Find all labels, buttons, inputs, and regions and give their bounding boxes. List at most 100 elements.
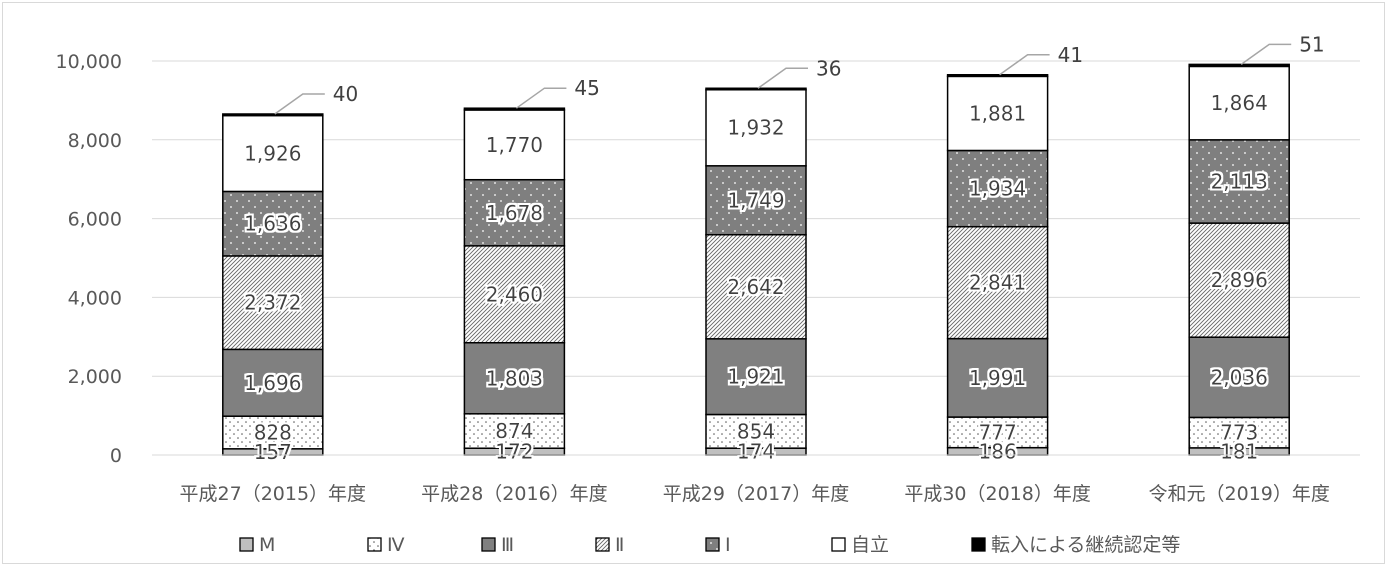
data-label: 186	[979, 439, 1017, 463]
legend: M Ⅳ Ⅲ Ⅱ Ⅰ 自立 転入による継続認定等	[239, 534, 1180, 556]
x-tick-label: 令和元（2019）年度	[1149, 483, 1330, 505]
bar-segment	[705, 88, 807, 167]
legend-label: 転入による継続認定等	[991, 534, 1180, 556]
data-label: 2,642	[727, 275, 784, 299]
legend-swatch	[705, 537, 720, 552]
y-tick-label: 8,000	[68, 130, 122, 152]
axes: 0 2,000 4,000 6,000 8,000 10,000 平成27（2015）年度 平…	[56, 51, 1360, 505]
bar-segment	[463, 178, 566, 247]
data-label: 1,991	[969, 366, 1026, 390]
data-label: 1,864	[1211, 91, 1268, 115]
bar-segment	[1188, 139, 1290, 224]
bars	[222, 63, 1290, 456]
data-label: 2,460	[486, 282, 543, 306]
data-label: 777	[979, 420, 1017, 444]
legend-swatch	[595, 537, 610, 552]
x-tick-label: 平成29（2017）年度	[663, 483, 850, 505]
bar-segment	[705, 338, 807, 416]
data-label: 1,678	[486, 201, 543, 225]
bar-segment	[946, 74, 1049, 78]
x-tick-label: 平成28（2016）年度	[421, 483, 608, 505]
bar-segment	[463, 245, 566, 344]
bar-segment	[222, 113, 324, 117]
legend-label: M	[259, 534, 275, 556]
data-label: 36	[816, 56, 841, 80]
legend-swatch	[367, 537, 382, 552]
data-label: 51	[1299, 32, 1324, 56]
bar-segment	[463, 413, 566, 449]
bar-segment	[1188, 336, 1290, 419]
data-label: 773	[1220, 421, 1258, 445]
y-tick-label: 4,000	[68, 287, 122, 309]
y-tick-label: 10,000	[56, 51, 122, 73]
legend-swatch	[239, 537, 254, 552]
legend-label: Ⅰ	[725, 534, 731, 556]
y-tick-label: 2,000	[68, 366, 122, 388]
bar-segment	[705, 413, 807, 449]
data-label: 2,372	[244, 291, 301, 315]
leader-line	[515, 87, 567, 109]
bar-segment	[222, 190, 324, 257]
data-label: 874	[495, 419, 533, 443]
bar-segment	[946, 416, 1049, 449]
data-label: 1,926	[244, 142, 301, 166]
data-label: 2,036	[1211, 365, 1268, 389]
bar-segment	[463, 341, 566, 415]
data-label: 1,770	[486, 133, 543, 157]
data-label: 2,896	[1211, 268, 1268, 292]
data-label: 1,881	[969, 101, 1026, 125]
bar-segment	[946, 75, 1049, 152]
bar-segment	[946, 149, 1049, 228]
legend-label: Ⅳ	[387, 534, 405, 556]
leader-line	[274, 93, 325, 115]
data-label: 1,636	[244, 212, 301, 236]
legend-swatch	[831, 537, 846, 552]
data-label: 2,841	[969, 271, 1026, 295]
x-tick-label: 平成30（2018）年度	[904, 483, 1091, 505]
data-label: 2,113	[1211, 169, 1268, 193]
data-label: 181	[1220, 439, 1258, 463]
data-label: 854	[737, 419, 775, 443]
leader-line	[1240, 43, 1292, 65]
data-label: 45	[574, 76, 599, 100]
legend-swatch	[481, 537, 496, 552]
bar-segment	[222, 415, 324, 450]
data-label: 1,921	[727, 365, 784, 389]
x-tick-label: 平成27（2015）年度	[180, 483, 367, 505]
data-label: 1,696	[244, 371, 301, 395]
data-label: 828	[254, 421, 292, 445]
legend-label: Ⅱ	[615, 534, 624, 556]
data-label: 40	[333, 82, 358, 106]
bar-segment	[705, 233, 807, 340]
bar-segment	[222, 114, 324, 193]
data-label: 174	[737, 440, 775, 464]
legend-label: Ⅲ	[501, 534, 514, 556]
data-label: 172	[495, 440, 533, 464]
bar-segment	[705, 165, 807, 236]
bar-segment	[946, 337, 1049, 418]
y-tick-label: 6,000	[68, 209, 122, 231]
bar-segment	[946, 225, 1049, 340]
bar-segment	[1188, 222, 1290, 338]
legend-swatch	[971, 537, 986, 552]
y-tick-label: 0	[110, 445, 122, 467]
legend-label: 自立	[851, 534, 889, 556]
bar-segment	[463, 109, 566, 181]
leader-line	[999, 54, 1050, 76]
bar-segment	[705, 87, 807, 91]
data-label: 41	[1058, 43, 1083, 67]
data-label: 1,932	[727, 116, 784, 140]
data-label: 157	[254, 440, 292, 464]
bar-segment	[463, 107, 566, 111]
bar-segment	[222, 348, 324, 417]
data-label: 1,803	[486, 366, 543, 390]
leader-line	[757, 67, 808, 89]
data-label: 1,749	[727, 188, 784, 212]
bar-segment	[1188, 63, 1290, 68]
data-label: 1,934	[969, 177, 1026, 201]
bar-segment	[222, 255, 324, 351]
